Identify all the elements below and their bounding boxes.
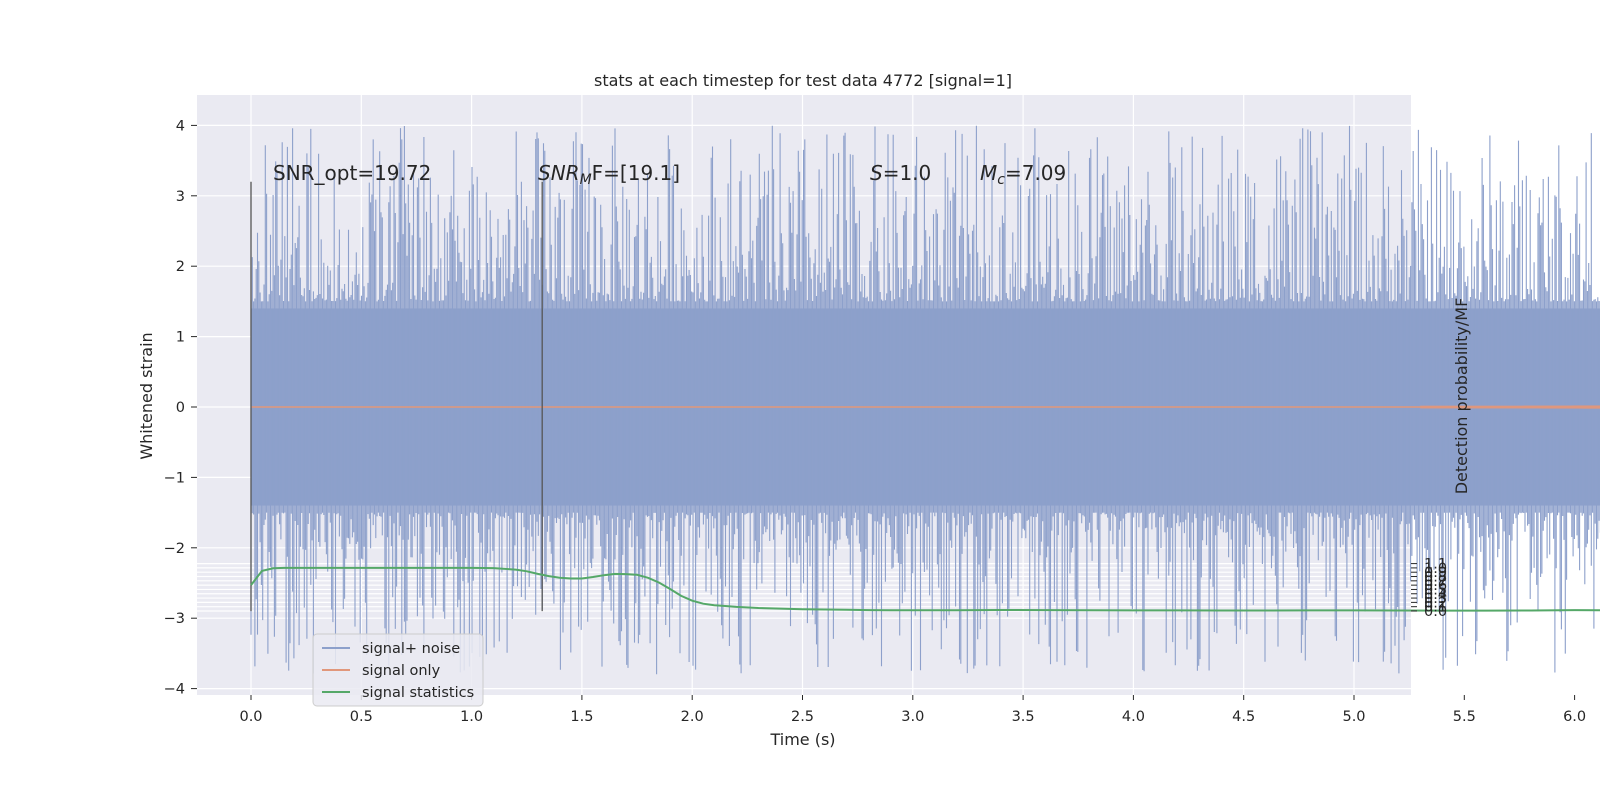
x-axis-label: Time (s) [769,730,835,749]
x-tick-label: 5.5 [1453,709,1476,725]
y2-tick-label: 0.4 [1424,587,1447,603]
annotation-s-rest: =1.0 [883,161,932,185]
annotation-mc: Mc=7.09 [980,161,1066,188]
legend-label-noise: signal+ noise [362,641,460,657]
x-tick-label: 4.5 [1232,709,1255,725]
y-tick-label: 3 [176,189,185,205]
x-tick-label: 1.0 [460,709,483,725]
y-tick-label: 2 [176,259,185,275]
x-tick-label: 0.0 [239,709,262,725]
annotations: SNR_opt=19.72 SNRMF=[19.1] S=1.0 Mc=7.09 [273,161,1066,188]
x-axis-ticks: 0.00.51.01.52.02.53.03.54.04.55.05.56.06… [239,695,1586,725]
x-tick-label: 6.0 [1563,709,1586,725]
annotation-mc-var: M [980,161,997,185]
legend-box [312,633,484,707]
annotation-snr-mf-sub: M [580,172,592,188]
y-axis-ticks: 4 3 2 1 0 −1 −2 −3 −4 [164,118,197,698]
x-tick-label: 5.0 [1342,709,1365,725]
y-tick-label: −3 [164,611,185,627]
y-tick-label: 0 [176,400,185,416]
y2-tick-label: 0.2 [1424,595,1447,611]
x-tick-label: 4.0 [1122,709,1145,725]
x-tick-label: 3.5 [1012,709,1035,725]
annotation-mc-sub: c [997,172,1005,188]
legend-label-stats: signal statistics [362,685,474,701]
y2-tick-label: 0.5 [1424,582,1447,598]
y-tick-label: −4 [164,682,185,698]
annotation-s-var: S [870,161,883,185]
annotation-snr-mf-rest: F=[19.1] [592,161,680,185]
vertical-markers [250,181,543,612]
legend: signal+ noise signal only signal statist… [312,633,484,707]
annotation-snr-mf: SNRMF=[19.1] [538,161,680,188]
x-tick-label: 0.5 [350,709,373,725]
stats-series [250,566,1600,612]
y2-tick-label: 0.8 [1424,570,1447,586]
annotation-s: S=1.0 [870,161,931,185]
y2-tick-label: 0.6 [1424,578,1447,594]
annotation-mc-rest: =7.09 [1005,161,1066,185]
y-tick-label: −1 [164,470,185,486]
stats-line [250,566,1600,612]
y2-tick-label: 1.0 [1424,561,1447,577]
y2-tick-label: 0.1 [1424,600,1447,616]
y2-axis-label: Detection probability/MF [1452,298,1471,495]
signal-chirp-envelope [1420,405,1600,409]
y-tick-label: −2 [164,541,185,557]
legend-label-signal: signal only [362,663,441,679]
x-tick-label: 1.5 [570,709,593,725]
x-tick-label: 2.0 [681,709,704,725]
signal-series [251,405,1600,409]
y-axis-label: Whitened strain [137,332,156,459]
y2-tick-label: 0.7 [1424,574,1447,590]
y-tick-label: 1 [176,330,185,346]
y-tick-label: 4 [176,118,185,134]
y2-tick-label: 0.9 [1424,565,1447,581]
annotation-snr-mf-main: SNR [538,161,580,185]
chart-title: stats at each timestep for test data 477… [594,71,1012,90]
y2-tick-label: 0.0 [1424,604,1447,620]
y2-axis-ticks: 1.11.00.90.80.70.60.50.40.30.20.10.0 [1411,557,1447,620]
y2-tick-label: 1.1 [1424,557,1447,573]
x-tick-label: 3.0 [901,709,924,725]
x-tick-label: 2.5 [791,709,814,725]
annotation-snr-opt: SNR_opt=19.72 [273,161,431,185]
y2-tick-label: 0.3 [1424,591,1447,607]
